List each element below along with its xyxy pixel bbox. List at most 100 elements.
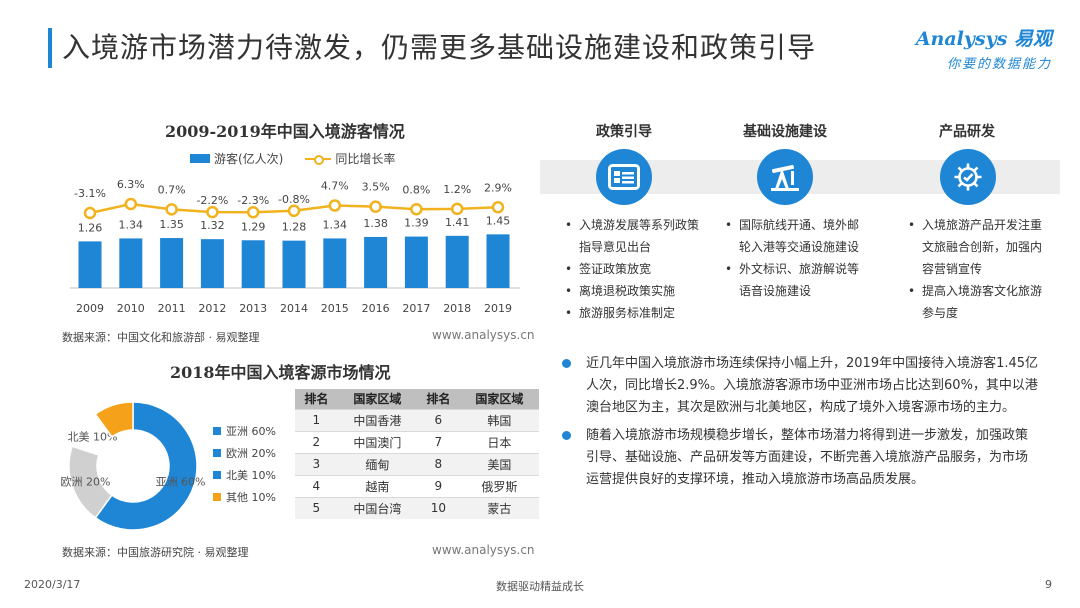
bar-value-label: 1.35: [159, 218, 184, 231]
table-row: 3 缅甸 8 美国: [295, 452, 539, 475]
table-row: 4 越南 9 俄罗斯: [295, 474, 539, 497]
growth-point: [369, 200, 382, 213]
source-ranking-table: 排名 国家区域 排名 国家区域 1 中国香港 6 韩国 2 中国澳门 7 日本 …: [295, 389, 539, 519]
growth-value-label: -0.8%: [278, 193, 310, 206]
brand-logo: Analysys 易观 你要的数据能力: [916, 24, 1052, 72]
legend-label: 其他 10%: [226, 491, 276, 504]
summary-list: 近几年中国入境旅游市场连续保持小幅上升，2019年中国接待入境游客1.45亿人次…: [560, 353, 1040, 497]
bar-value-label: 1.32: [200, 219, 225, 232]
footer-date: 2020/3/17: [24, 578, 81, 591]
x-tick-label: 2010: [117, 302, 145, 315]
donut-slice: [94, 401, 198, 531]
bar: [404, 236, 428, 288]
x-tick-label: 2015: [321, 302, 349, 315]
growth-point: [246, 205, 260, 219]
pillar-title-policy: 政策引导: [596, 124, 652, 140]
legend-label-visitors: 游客(亿人次): [214, 152, 284, 166]
growth-point: [491, 201, 505, 214]
growth-point: [450, 202, 464, 216]
summary-item: 随着入境旅游市场规模稳步增长，整体市场潜力将得到进一步激发，加强政策引导、基础设…: [560, 425, 1040, 491]
bar-value-label: 1.26: [78, 221, 103, 234]
table-cell: 越南: [337, 474, 417, 497]
table-cell: 4: [295, 474, 338, 497]
table-cell: 韩国: [459, 408, 539, 431]
table-row: 2 中国澳门 7 日本: [295, 430, 539, 453]
table-header-row: 排名 国家区域 排名 国家区域: [295, 389, 539, 409]
legend-item-visitors: 游客(亿人次): [190, 150, 283, 167]
growth-value-label: -2.3%: [237, 194, 269, 207]
list-item: 旅游服务标准制定: [563, 302, 701, 324]
growth-point: [328, 199, 342, 212]
growth-point: [124, 197, 138, 211]
logo-slogan: 你要的数据能力: [946, 57, 1052, 72]
oil-pump-icon: [771, 164, 799, 191]
table-cell: 中国香港: [337, 408, 417, 431]
growth-value-label: 1.2%: [443, 183, 471, 196]
bar: [119, 238, 143, 288]
legend-item: 亚洲 60%: [213, 420, 276, 442]
x-tick-label: 2013: [239, 302, 267, 315]
bar: [486, 234, 510, 288]
legend-swatch-line: [305, 154, 332, 165]
table-header-cell: 国家区域: [337, 389, 417, 409]
growth-point: [83, 206, 97, 220]
legend-item: 欧洲 20%: [213, 442, 276, 464]
x-tick-label: 2017: [402, 302, 430, 315]
bar-value-label: 1.41: [445, 216, 470, 229]
legend-swatch-bar: [190, 154, 210, 163]
id-card-icon: [608, 164, 640, 190]
title-accent-bar: [48, 28, 52, 68]
source-market-chart-title: 2018年中国入境客源市场情况: [170, 363, 391, 382]
legend-label: 亚洲 60%: [226, 425, 276, 438]
donut-slice-label: 北美 10%: [68, 431, 118, 444]
visitor-chart-source: 数据来源：中国文化和旅游部 · 易观整理: [62, 331, 260, 344]
x-tick-label: 2012: [198, 302, 226, 315]
table-cell: 7: [416, 430, 460, 453]
table-header-cell: 国家区域: [459, 389, 539, 409]
donut-slice-label: 欧洲 20%: [60, 475, 110, 488]
gear-icon: [954, 163, 982, 191]
bar: [364, 236, 388, 288]
growth-value-label: -3.1%: [74, 187, 106, 200]
growth-point: [287, 204, 301, 218]
growth-value-label: 6.3%: [117, 178, 145, 191]
x-tick-label: 2016: [362, 302, 390, 315]
x-tick-label: 2018: [443, 302, 471, 315]
growth-value-label: 0.7%: [158, 183, 186, 196]
pillar-icon-product: [940, 149, 996, 205]
table-row: 1 中国香港 6 韩国: [295, 408, 539, 431]
growth-value-label: 2.9%: [484, 181, 512, 194]
table-cell: 9: [416, 474, 460, 497]
x-tick-label: 2014: [280, 302, 308, 315]
legend-item-growth: 同比增长率: [305, 150, 395, 167]
list-item: 入境游发展等系列政策指导意见出台: [563, 214, 701, 258]
donut-slice-label: 亚洲 60%: [156, 475, 206, 488]
list-item: 国际航线开通、境外邮轮入港等交通设施建设: [723, 214, 861, 258]
table-header-cell: 排名: [295, 389, 338, 409]
bar: [323, 238, 347, 288]
x-tick-label: 2009: [76, 302, 104, 315]
table-cell: 中国澳门: [337, 430, 417, 453]
visitor-combo-chart: 1.26 2009 1.34 2010 1.35 2011 1.32 2012 1.29 2013…: [70, 178, 520, 315]
growth-value-label: 0.8%: [402, 183, 430, 196]
table-cell: 美国: [459, 452, 539, 475]
bar-value-label: 1.29: [241, 220, 266, 233]
visitor-chart-title: 2009-2019年中国入境游客情况: [165, 122, 405, 141]
table-header-cell: 排名: [416, 389, 460, 409]
logo-brand: Analysys 易观: [915, 28, 1052, 50]
table-row: 5 中国台湾 10 蒙古: [295, 496, 539, 519]
bar-value-label: 1.34: [323, 218, 348, 231]
legend-label: 欧洲 20%: [226, 447, 276, 460]
table-cell: 1: [295, 408, 338, 431]
table-cell: 2: [295, 430, 338, 453]
pillar-icon-infrastructure: [757, 149, 813, 205]
list-item: 离境退税政策实施: [563, 280, 701, 302]
legend-swatch: [213, 493, 221, 501]
donut-chart-website: www.analysys.cn: [432, 543, 535, 557]
pillar-list-policy: 入境游发展等系列政策指导意见出台 签证政策放宽 离境退税政策实施 旅游服务标准制…: [563, 214, 701, 324]
page-number: 9: [1045, 578, 1052, 591]
table-cell: 10: [416, 496, 460, 519]
bar-value-label: 1.39: [404, 217, 429, 230]
source-market-donut: 亚洲 60% 欧洲 20% 北美 10%: [60, 401, 206, 531]
list-item: 提高入境游客文化旅游参与度: [906, 280, 1046, 324]
